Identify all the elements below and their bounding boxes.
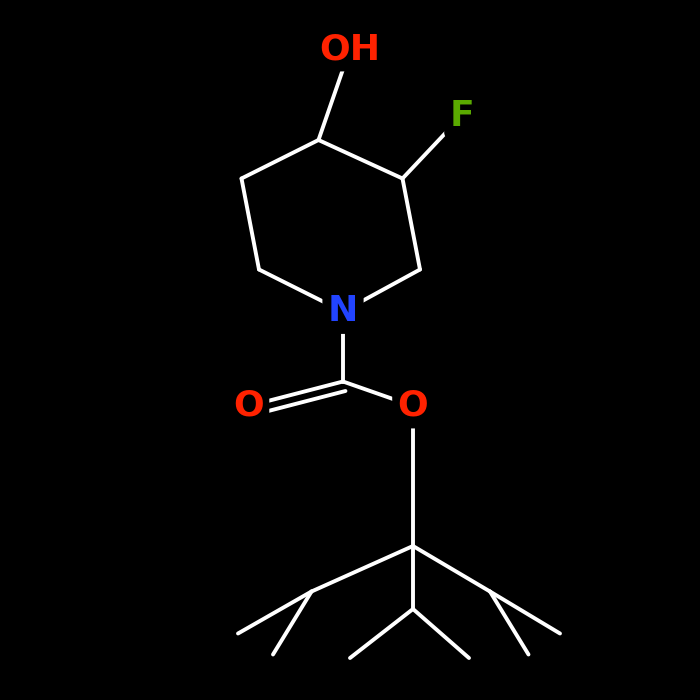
Text: OH: OH bbox=[319, 32, 381, 66]
Text: N: N bbox=[328, 295, 358, 328]
Text: F: F bbox=[449, 99, 475, 132]
Text: O: O bbox=[398, 389, 428, 423]
Text: O: O bbox=[233, 389, 264, 423]
